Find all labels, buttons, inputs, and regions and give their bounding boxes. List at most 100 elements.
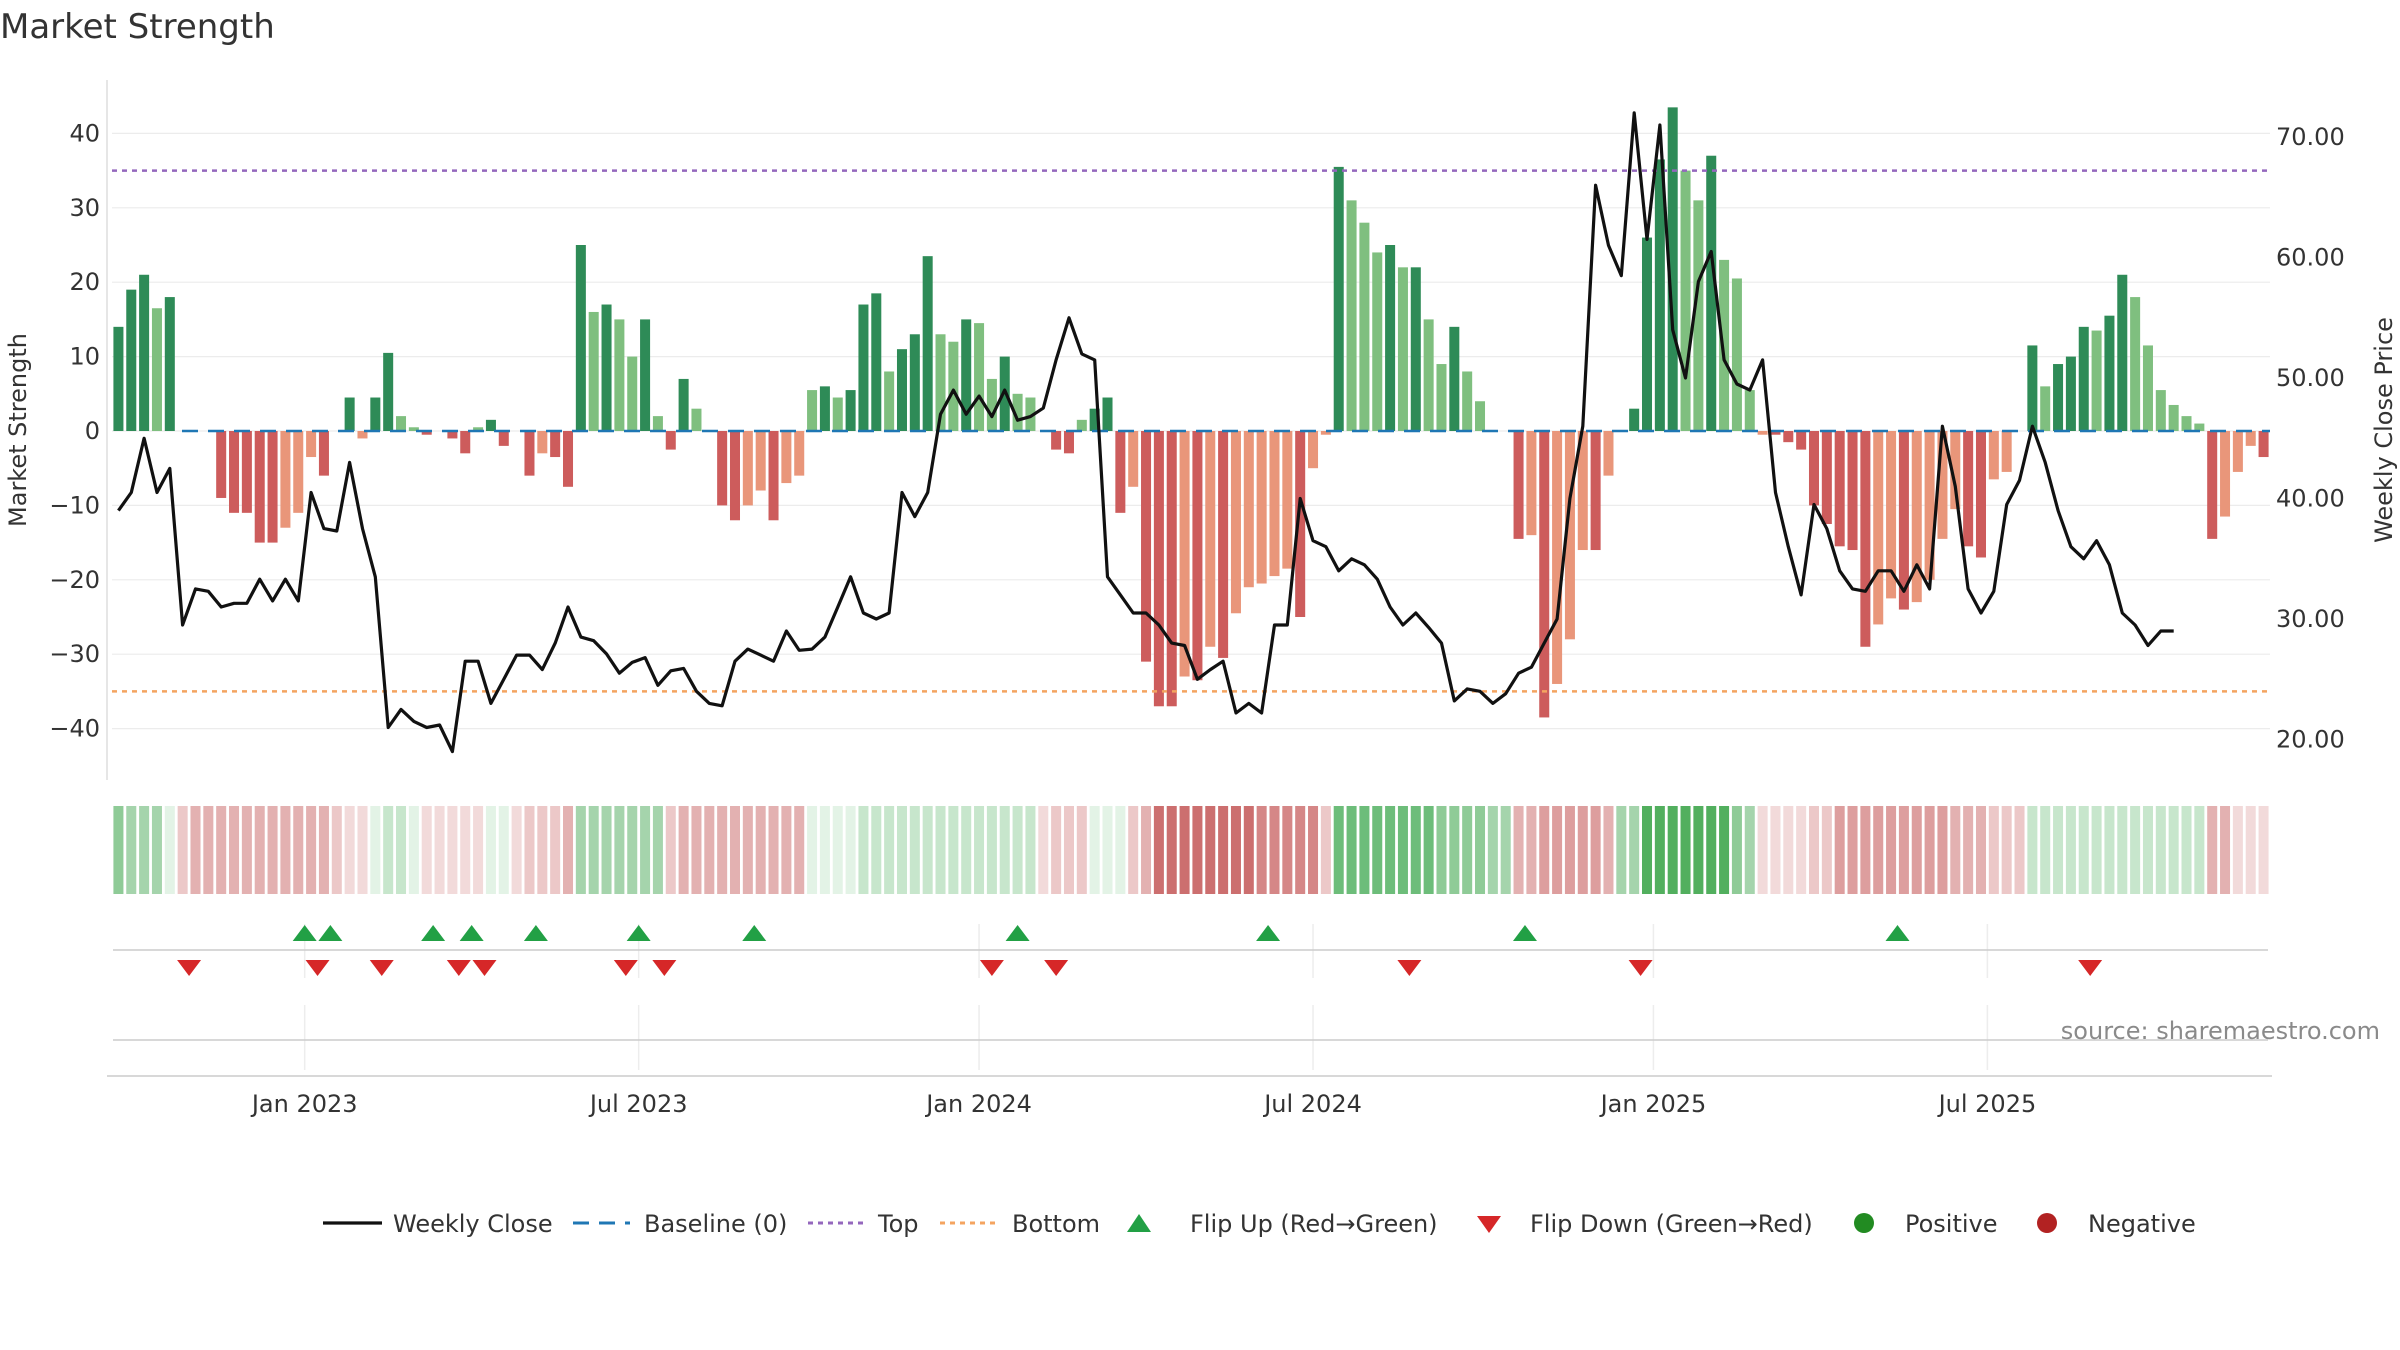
strength-bar-127	[1744, 390, 1755, 431]
flip-down-marker-8	[1044, 960, 1069, 976]
band-cell-125	[1719, 806, 1730, 894]
strength-bar-81	[1153, 431, 1164, 707]
strength-bar-26	[447, 431, 458, 439]
legend-flip-up: Flip Up (Red→Green)	[1190, 1210, 1438, 1238]
band-cell-82	[1166, 806, 1177, 894]
band-cell-15	[306, 806, 317, 894]
band-cell-62	[909, 806, 920, 894]
band-cell-45	[691, 806, 702, 894]
strength-bar-135	[1847, 431, 1858, 551]
flip-up-marker-9	[1512, 925, 1537, 941]
band-cell-26	[447, 806, 458, 894]
strength-bar-118	[1629, 408, 1640, 431]
strength-bar-86	[1218, 431, 1229, 658]
strength-bar-59	[871, 293, 882, 431]
band-cell-59	[871, 806, 882, 894]
strength-bar-157	[2130, 297, 2141, 431]
strength-bar-146	[1988, 431, 1999, 480]
strength-bar-48	[729, 431, 741, 521]
strength-bar-79	[1128, 431, 1139, 487]
band-cell-114	[1577, 806, 1588, 894]
strength-bar-98	[1372, 252, 1383, 431]
right-tick-0: 70.00	[2276, 123, 2345, 151]
strength-bar-90	[1269, 431, 1280, 577]
flip-up-marker-2	[421, 925, 446, 941]
band-cell-124	[1706, 806, 1717, 894]
band-cell-108	[1500, 806, 1511, 894]
strength-bar-141	[1924, 431, 1935, 580]
strength-bar-137	[1873, 431, 1884, 625]
strength-bar-119	[1641, 237, 1653, 431]
band-cell-132	[1808, 806, 1820, 894]
strength-bar-60	[884, 371, 895, 431]
strength-bar-113	[1564, 431, 1575, 640]
strength-bar-143	[1950, 431, 1961, 510]
strength-bar-78	[1115, 431, 1126, 513]
strength-bar-73	[1051, 431, 1062, 450]
band-cell-93	[1308, 806, 1319, 894]
strength-bar-22	[396, 416, 407, 431]
band-cell-149	[2027, 806, 2038, 894]
strength-bar-49	[742, 431, 753, 506]
band-cell-160	[2168, 806, 2179, 894]
strength-bar-99	[1385, 245, 1396, 431]
band-cell-163	[2207, 806, 2218, 894]
band-cell-94	[1320, 806, 1331, 894]
band-cell-159	[2155, 806, 2166, 894]
band-cell-102	[1423, 806, 1434, 894]
band-cell-167	[2258, 806, 2269, 894]
strength-bar-111	[1539, 431, 1550, 718]
legend-flip-up-swatch	[1127, 1214, 1151, 1232]
band-cell-79	[1128, 806, 1139, 894]
band-cell-97	[1359, 806, 1370, 894]
strength-bar-12	[267, 431, 278, 543]
strength-bar-87	[1230, 431, 1241, 614]
strength-bar-97	[1359, 222, 1370, 431]
band-cell-46	[704, 806, 715, 894]
strength-bar-164	[2220, 431, 2231, 517]
strength-bar-36	[575, 245, 586, 431]
band-cell-89	[1256, 806, 1267, 894]
strength-bar-39	[614, 319, 625, 431]
band-cell-123	[1693, 806, 1704, 894]
band-cell-134	[1834, 806, 1845, 894]
strength-bar-24	[421, 431, 432, 435]
strength-bar-104	[1449, 326, 1460, 431]
band-cell-139	[1898, 806, 1909, 894]
strength-bar-128	[1757, 431, 1768, 435]
strength-bar-93	[1308, 431, 1319, 469]
strength-bar-167	[2258, 431, 2269, 458]
band-cell-1	[126, 806, 137, 894]
band-cell-31	[511, 806, 522, 894]
strength-bar-105	[1462, 371, 1473, 431]
band-cell-155	[2104, 806, 2115, 894]
strength-bar-130	[1783, 431, 1794, 443]
band-cell-142	[1937, 806, 1948, 894]
band-cell-18	[344, 806, 355, 894]
source-label: source: sharemaestro.com	[2061, 1017, 2380, 1045]
legend-flip-down-swatch	[1477, 1216, 1501, 1233]
strength-bar-80	[1141, 431, 1152, 662]
strength-bar-34	[550, 431, 561, 458]
band-cell-165	[2232, 806, 2243, 894]
band-cell-112	[1552, 806, 1563, 894]
strength-bar-89	[1256, 431, 1267, 584]
strength-bar-156	[2117, 274, 2128, 431]
x-tick-4: Jan 2025	[1599, 1090, 1707, 1118]
strength-bar-37	[588, 311, 599, 431]
strength-bar-44	[678, 378, 689, 431]
flip-up-marker-1	[318, 925, 343, 941]
band-cell-27	[460, 806, 471, 894]
band-cell-36	[575, 806, 586, 894]
flip-down-marker-4	[472, 960, 497, 976]
band-cell-60	[884, 806, 895, 894]
flip-up-marker-0	[292, 925, 317, 941]
band-cell-117	[1616, 806, 1627, 894]
band-cell-48	[729, 806, 741, 894]
band-cell-19	[357, 806, 368, 894]
band-cell-95	[1333, 806, 1344, 894]
band-cell-8	[216, 806, 227, 894]
flip-down-marker-2	[369, 960, 394, 976]
strength-bar-82	[1166, 431, 1177, 707]
strength-bar-65	[948, 341, 959, 431]
